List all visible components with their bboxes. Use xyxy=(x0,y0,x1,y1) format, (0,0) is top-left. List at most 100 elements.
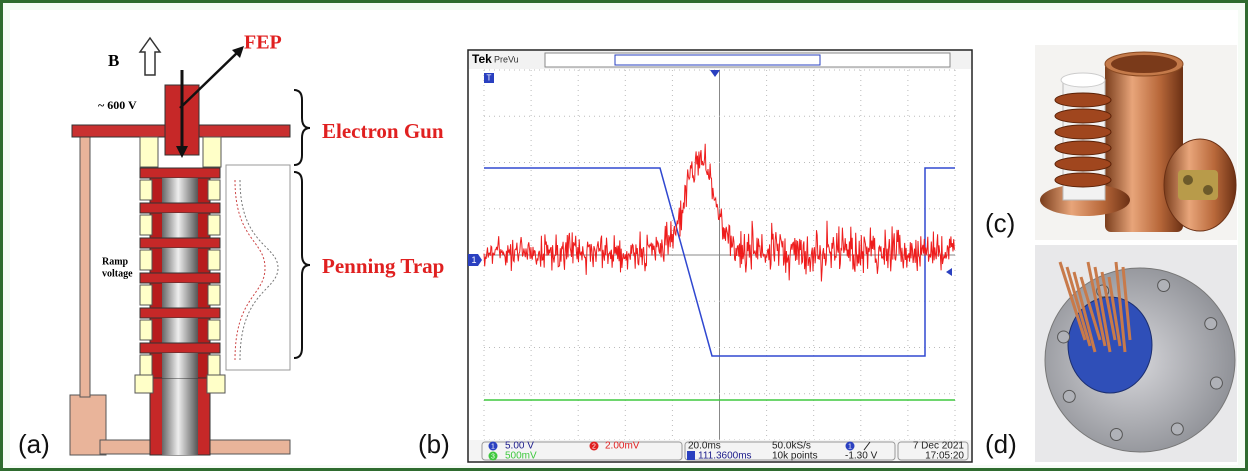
record-length: 10k points xyxy=(772,451,818,462)
support-post xyxy=(79,131,91,398)
trigger-level: -1.30 V xyxy=(845,451,878,462)
position: 111.3600ms xyxy=(698,451,752,462)
brace xyxy=(293,171,311,359)
rod xyxy=(1100,271,1117,341)
insulator xyxy=(139,214,153,236)
electrode-plate xyxy=(139,342,221,354)
timebase-box xyxy=(684,441,896,461)
insulator xyxy=(207,249,221,271)
bolt xyxy=(1057,330,1071,344)
copper-ring xyxy=(1054,108,1112,124)
timebase: 20.0ms xyxy=(688,441,721,452)
panel-label: (a) xyxy=(18,429,50,459)
trigger-marker: T xyxy=(487,74,492,83)
trigger-level-marker xyxy=(946,268,952,276)
copper-rods xyxy=(1058,261,1132,353)
trigger-position xyxy=(710,70,720,77)
electrode-plate xyxy=(139,167,221,179)
electrode-plate xyxy=(139,272,221,284)
ch1-marker: 1 xyxy=(471,255,476,265)
field-label: B xyxy=(108,51,119,70)
rod xyxy=(1107,276,1122,347)
date: 7 Dec 2021 xyxy=(913,441,965,452)
bolt xyxy=(1170,422,1184,436)
photo-trap-assembly xyxy=(1035,45,1237,240)
insulator xyxy=(207,284,221,306)
bolt xyxy=(1209,376,1223,390)
copper-ring xyxy=(1054,172,1112,188)
rod xyxy=(1086,261,1107,347)
trigger-source-badge xyxy=(845,441,855,451)
ch1-num: 1 xyxy=(491,443,495,450)
insulator xyxy=(139,354,153,376)
insulator xyxy=(139,284,153,306)
cylinder-opening xyxy=(1111,55,1177,73)
time: 17:05:20 xyxy=(925,451,964,462)
electrode-bore xyxy=(162,318,198,343)
arrow-head xyxy=(232,46,244,58)
electrode-bore xyxy=(162,178,198,203)
panel-label: (c) xyxy=(985,208,1015,238)
panel-label: (b) xyxy=(418,429,450,459)
ch1-trace xyxy=(484,167,955,357)
copper-ring xyxy=(1054,124,1112,140)
penning-trap-label: Penning Trap xyxy=(322,254,444,278)
arrow-head xyxy=(176,146,188,158)
record-view xyxy=(544,52,951,68)
ch1-ground-badge xyxy=(468,254,482,266)
ch3-badge xyxy=(488,451,498,461)
insulator xyxy=(207,354,221,376)
ch3-scale: 500mV xyxy=(505,451,537,462)
electrode-bore xyxy=(162,283,198,308)
gun-insulator xyxy=(139,136,159,168)
ramp-label: voltage xyxy=(102,268,133,279)
trigger-slope xyxy=(863,441,871,451)
potential-inset xyxy=(225,164,291,371)
ch2-num: 2 xyxy=(592,443,596,450)
bolt xyxy=(1204,317,1218,331)
gun-insulator xyxy=(202,136,222,168)
rod xyxy=(1093,266,1112,353)
fep-label: FEP xyxy=(244,32,282,54)
feedthrough xyxy=(1178,170,1218,200)
rod xyxy=(1058,261,1087,341)
electrode-plate xyxy=(139,307,221,319)
rod xyxy=(1121,266,1132,341)
channel-box xyxy=(481,441,683,461)
record-window xyxy=(614,54,821,66)
trap-diagram: B FEP ~ 600 V Ramp voltage Electron Gun … xyxy=(69,32,444,456)
panel-label: (d) xyxy=(985,429,1017,459)
connector xyxy=(1203,185,1213,195)
electrode-bore xyxy=(162,353,198,378)
electrode-bore xyxy=(162,248,198,273)
trigger-badge xyxy=(484,73,494,83)
rod xyxy=(1072,271,1097,353)
copper-ring xyxy=(1054,92,1112,108)
ch1-badge xyxy=(488,441,498,451)
electron-gun-label: Electron Gun xyxy=(322,119,444,143)
photo-feedthrough xyxy=(1035,245,1237,462)
insulator xyxy=(139,249,153,271)
insulator xyxy=(207,319,221,341)
electrode-bore xyxy=(162,213,198,238)
scope-mode: PreVu xyxy=(494,54,519,64)
oscilloscope-screen: Tek PreVu T 1 1 5.00 V 3 500mV 2 2.00mV … xyxy=(467,49,973,463)
insulator xyxy=(134,374,154,394)
field-arrow xyxy=(138,36,162,76)
copper-ring xyxy=(1054,140,1112,156)
electrode-plate xyxy=(139,237,221,249)
rod xyxy=(1079,276,1102,341)
scope-brand: Tek xyxy=(472,52,492,66)
fep-arrow xyxy=(179,49,241,109)
voltage-label: ~ 600 V xyxy=(98,98,137,112)
electrode-stack xyxy=(134,136,226,394)
bolt xyxy=(1109,428,1123,442)
bolt xyxy=(1062,389,1076,403)
bolt xyxy=(1157,278,1171,292)
position-icon xyxy=(687,451,695,460)
potential-curve xyxy=(239,179,279,361)
electrode-plate xyxy=(139,202,221,214)
ch2-scale: 2.00mV xyxy=(605,441,640,452)
insulator xyxy=(139,179,153,201)
